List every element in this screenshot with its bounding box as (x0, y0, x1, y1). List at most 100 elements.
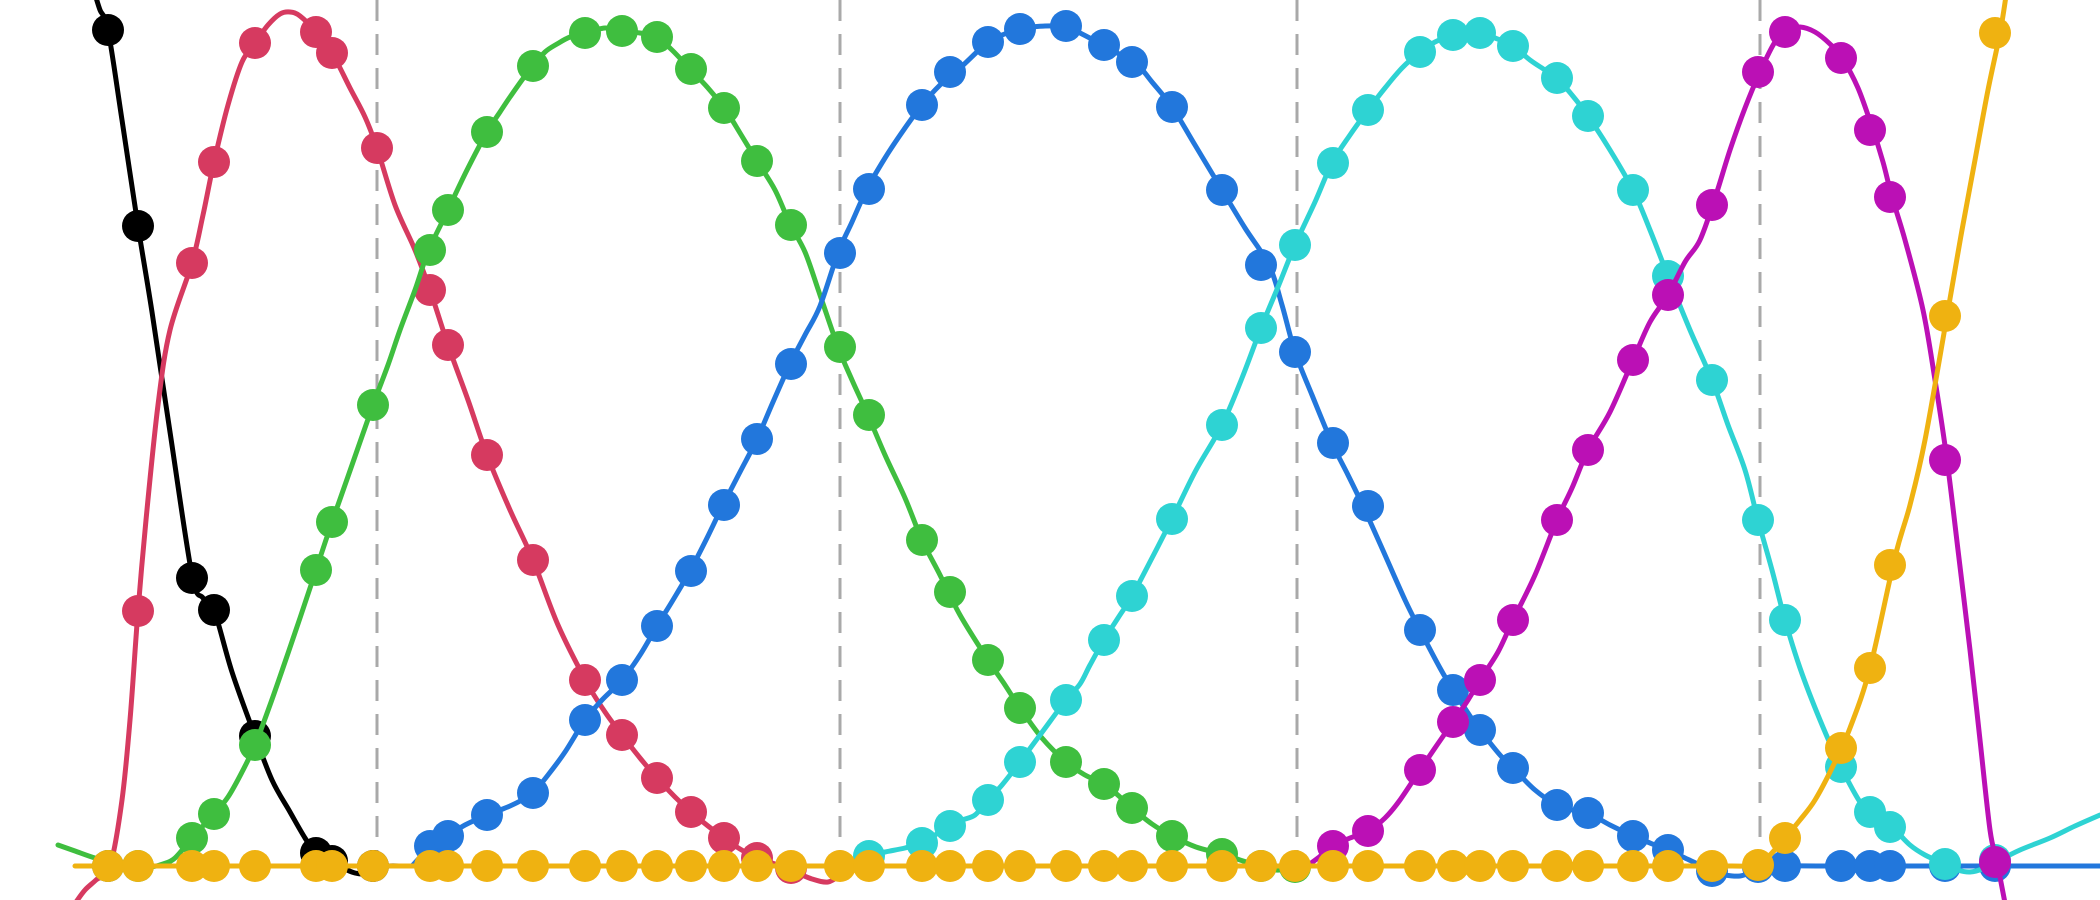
marker-basis-3-blue-3 (517, 777, 549, 809)
marker-basis-6-yellow-39 (1572, 850, 1604, 882)
marker-basis-6-yellow-45 (1825, 732, 1857, 764)
marker-basis-6-yellow-19 (824, 850, 856, 882)
marker-basis-2-green-8 (414, 234, 446, 266)
marker-basis-6-yellow-13 (606, 850, 638, 882)
marker-basis-1-crimson-14 (641, 762, 673, 794)
marker-basis-4-cyan-1 (906, 827, 938, 859)
marker-basis-2-green-19 (824, 331, 856, 363)
marker-basis-5-magenta-16 (1929, 444, 1961, 476)
marker-basis-3-blue-39 (1874, 850, 1906, 882)
marker-basis-6-yellow-47 (1874, 549, 1906, 581)
marker-basis-2-green-21 (906, 524, 938, 556)
marker-basis-4-cyan-18 (1541, 62, 1573, 94)
marker-basis-6-yellow-48 (1929, 300, 1961, 332)
marker-basis-2-green-25 (1050, 746, 1082, 778)
marker-basis-6-yellow-22 (934, 850, 966, 882)
marker-basis-3-blue-25 (1352, 490, 1384, 522)
marker-basis-3-blue-28 (1464, 714, 1496, 746)
marker-basis-1-crimson-12 (569, 664, 601, 696)
marker-basis-3-blue-5 (606, 664, 638, 696)
marker-basis-2-green-2 (176, 822, 208, 854)
marker-basis-3-blue-22 (1245, 249, 1277, 281)
marker-basis-6-yellow-15 (675, 850, 707, 882)
marker-basis-5-magenta-15 (1874, 181, 1906, 213)
marker-basis-0-black-3 (198, 594, 230, 626)
marker-basis-3-blue-18 (1088, 29, 1120, 61)
marker-basis-6-yellow-10 (471, 850, 503, 882)
marker-basis-1-crimson-7 (361, 132, 393, 164)
marker-basis-6-yellow-1 (122, 850, 154, 882)
marker-basis-6-yellow-23 (972, 850, 1004, 882)
marker-basis-4-cyan-16 (1464, 17, 1496, 49)
marker-basis-1-crimson-9 (432, 329, 464, 361)
marker-basis-6-yellow-12 (569, 850, 601, 882)
marker-basis-6-yellow-40 (1617, 850, 1649, 882)
marker-basis-2-green-7 (357, 389, 389, 421)
marker-basis-4-cyan-13 (1352, 94, 1384, 126)
marker-basis-5-magenta-13 (1825, 42, 1857, 74)
marker-basis-3-blue-1 (432, 820, 464, 852)
marker-basis-3-blue-17 (1050, 10, 1082, 42)
marker-basis-4-cyan-20 (1617, 174, 1649, 206)
marker-basis-2-green-5 (300, 554, 332, 586)
marker-basis-2-green-18 (775, 209, 807, 241)
marker-basis-1-crimson-2 (176, 247, 208, 279)
marker-basis-0-black-1 (122, 210, 154, 242)
marker-basis-3-blue-31 (1572, 797, 1604, 829)
marker-basis-5-magenta-11 (1742, 56, 1774, 88)
marker-basis-2-green-17 (741, 145, 773, 177)
marker-basis-6-yellow-6 (316, 850, 348, 882)
marker-basis-6-yellow-25 (1050, 850, 1082, 882)
marker-basis-6-yellow-16 (708, 850, 740, 882)
marker-basis-3-blue-6 (641, 610, 673, 642)
marker-basis-6-yellow-24 (1004, 850, 1036, 882)
marker-basis-6-yellow-14 (641, 850, 673, 882)
marker-basis-5-magenta-4 (1464, 664, 1496, 696)
marker-basis-3-blue-32 (1617, 820, 1649, 852)
marker-basis-3-blue-8 (708, 489, 740, 521)
marker-basis-2-green-12 (569, 17, 601, 49)
marker-basis-6-yellow-30 (1245, 850, 1277, 882)
marker-basis-3-blue-10 (775, 348, 807, 380)
marker-basis-4-cyan-2 (934, 810, 966, 842)
marker-basis-2-green-22 (934, 576, 966, 608)
marker-basis-2-green-13 (606, 15, 638, 47)
marker-basis-3-blue-36 (1769, 850, 1801, 882)
marker-basis-3-blue-11 (824, 237, 856, 269)
marker-basis-4-cyan-17 (1497, 30, 1529, 62)
marker-basis-2-green-11 (517, 50, 549, 82)
marker-basis-6-yellow-27 (1116, 850, 1148, 882)
marker-basis-6-yellow-26 (1088, 850, 1120, 882)
marker-basis-4-cyan-12 (1317, 147, 1349, 179)
marker-basis-6-yellow-33 (1352, 850, 1384, 882)
marker-basis-1-crimson-11 (517, 544, 549, 576)
marker-basis-3-blue-13 (906, 89, 938, 121)
marker-basis-5-magenta-5 (1497, 604, 1529, 636)
marker-basis-3-blue-37 (1825, 850, 1857, 882)
marker-basis-5-magenta-9 (1652, 279, 1684, 311)
marker-basis-6-yellow-29 (1206, 850, 1238, 882)
marker-basis-4-cyan-28 (1929, 848, 1961, 880)
marker-basis-3-blue-4 (569, 704, 601, 736)
marker-basis-6-yellow-34 (1404, 850, 1436, 882)
marker-basis-3-blue-29 (1497, 752, 1529, 784)
marker-basis-6-yellow-2 (176, 850, 208, 882)
marker-basis-4-cyan-10 (1245, 312, 1277, 344)
marker-basis-4-cyan-14 (1404, 36, 1436, 68)
marker-basis-3-blue-12 (853, 173, 885, 205)
marker-basis-6-yellow-0 (92, 850, 124, 882)
marker-basis-4-cyan-27 (1874, 811, 1906, 843)
marker-basis-4-cyan-24 (1769, 604, 1801, 636)
marker-basis-6-yellow-11 (517, 850, 549, 882)
marker-basis-3-blue-14 (934, 56, 966, 88)
marker-basis-5-magenta-1 (1352, 815, 1384, 847)
marker-basis-2-green-3 (198, 798, 230, 830)
marker-basis-5-magenta-14 (1854, 114, 1886, 146)
marker-basis-4-cyan-15 (1437, 19, 1469, 51)
marker-basis-5-magenta-6 (1541, 504, 1573, 536)
marker-basis-3-blue-16 (1004, 13, 1036, 45)
marker-basis-6-yellow-17 (741, 850, 773, 882)
marker-basis-2-green-4 (239, 729, 271, 761)
